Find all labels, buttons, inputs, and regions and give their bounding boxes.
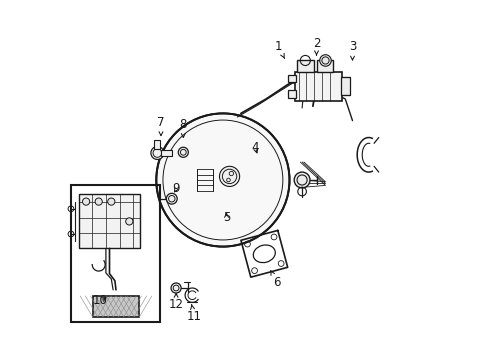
- Circle shape: [107, 198, 115, 205]
- Text: 5: 5: [223, 211, 230, 224]
- Circle shape: [82, 198, 89, 205]
- Circle shape: [151, 147, 163, 159]
- Circle shape: [178, 147, 188, 157]
- Text: 2: 2: [312, 37, 320, 55]
- Bar: [161, 150, 171, 156]
- Bar: [288, 75, 295, 82]
- Circle shape: [125, 218, 133, 225]
- Text: 4: 4: [251, 141, 259, 154]
- Text: 3: 3: [348, 40, 355, 60]
- Circle shape: [219, 166, 239, 186]
- Text: 10: 10: [93, 294, 108, 307]
- Circle shape: [294, 172, 309, 188]
- Bar: [92, 296, 139, 317]
- Bar: [340, 77, 349, 95]
- Ellipse shape: [253, 245, 275, 263]
- Text: 9: 9: [172, 183, 180, 195]
- Bar: [317, 60, 333, 72]
- Circle shape: [171, 283, 181, 293]
- Text: 8: 8: [179, 118, 186, 138]
- Bar: [294, 72, 341, 101]
- Circle shape: [319, 55, 330, 66]
- Text: 6: 6: [270, 271, 280, 289]
- Bar: [79, 194, 140, 248]
- Bar: [288, 90, 295, 98]
- Circle shape: [156, 113, 289, 247]
- Bar: [71, 185, 160, 322]
- Bar: [296, 60, 313, 72]
- Text: 11: 11: [186, 305, 201, 323]
- Text: 1: 1: [274, 40, 284, 59]
- Text: 7: 7: [157, 116, 164, 136]
- Circle shape: [166, 193, 177, 204]
- Bar: [154, 140, 160, 149]
- Circle shape: [95, 198, 102, 205]
- Text: 12: 12: [168, 293, 183, 311]
